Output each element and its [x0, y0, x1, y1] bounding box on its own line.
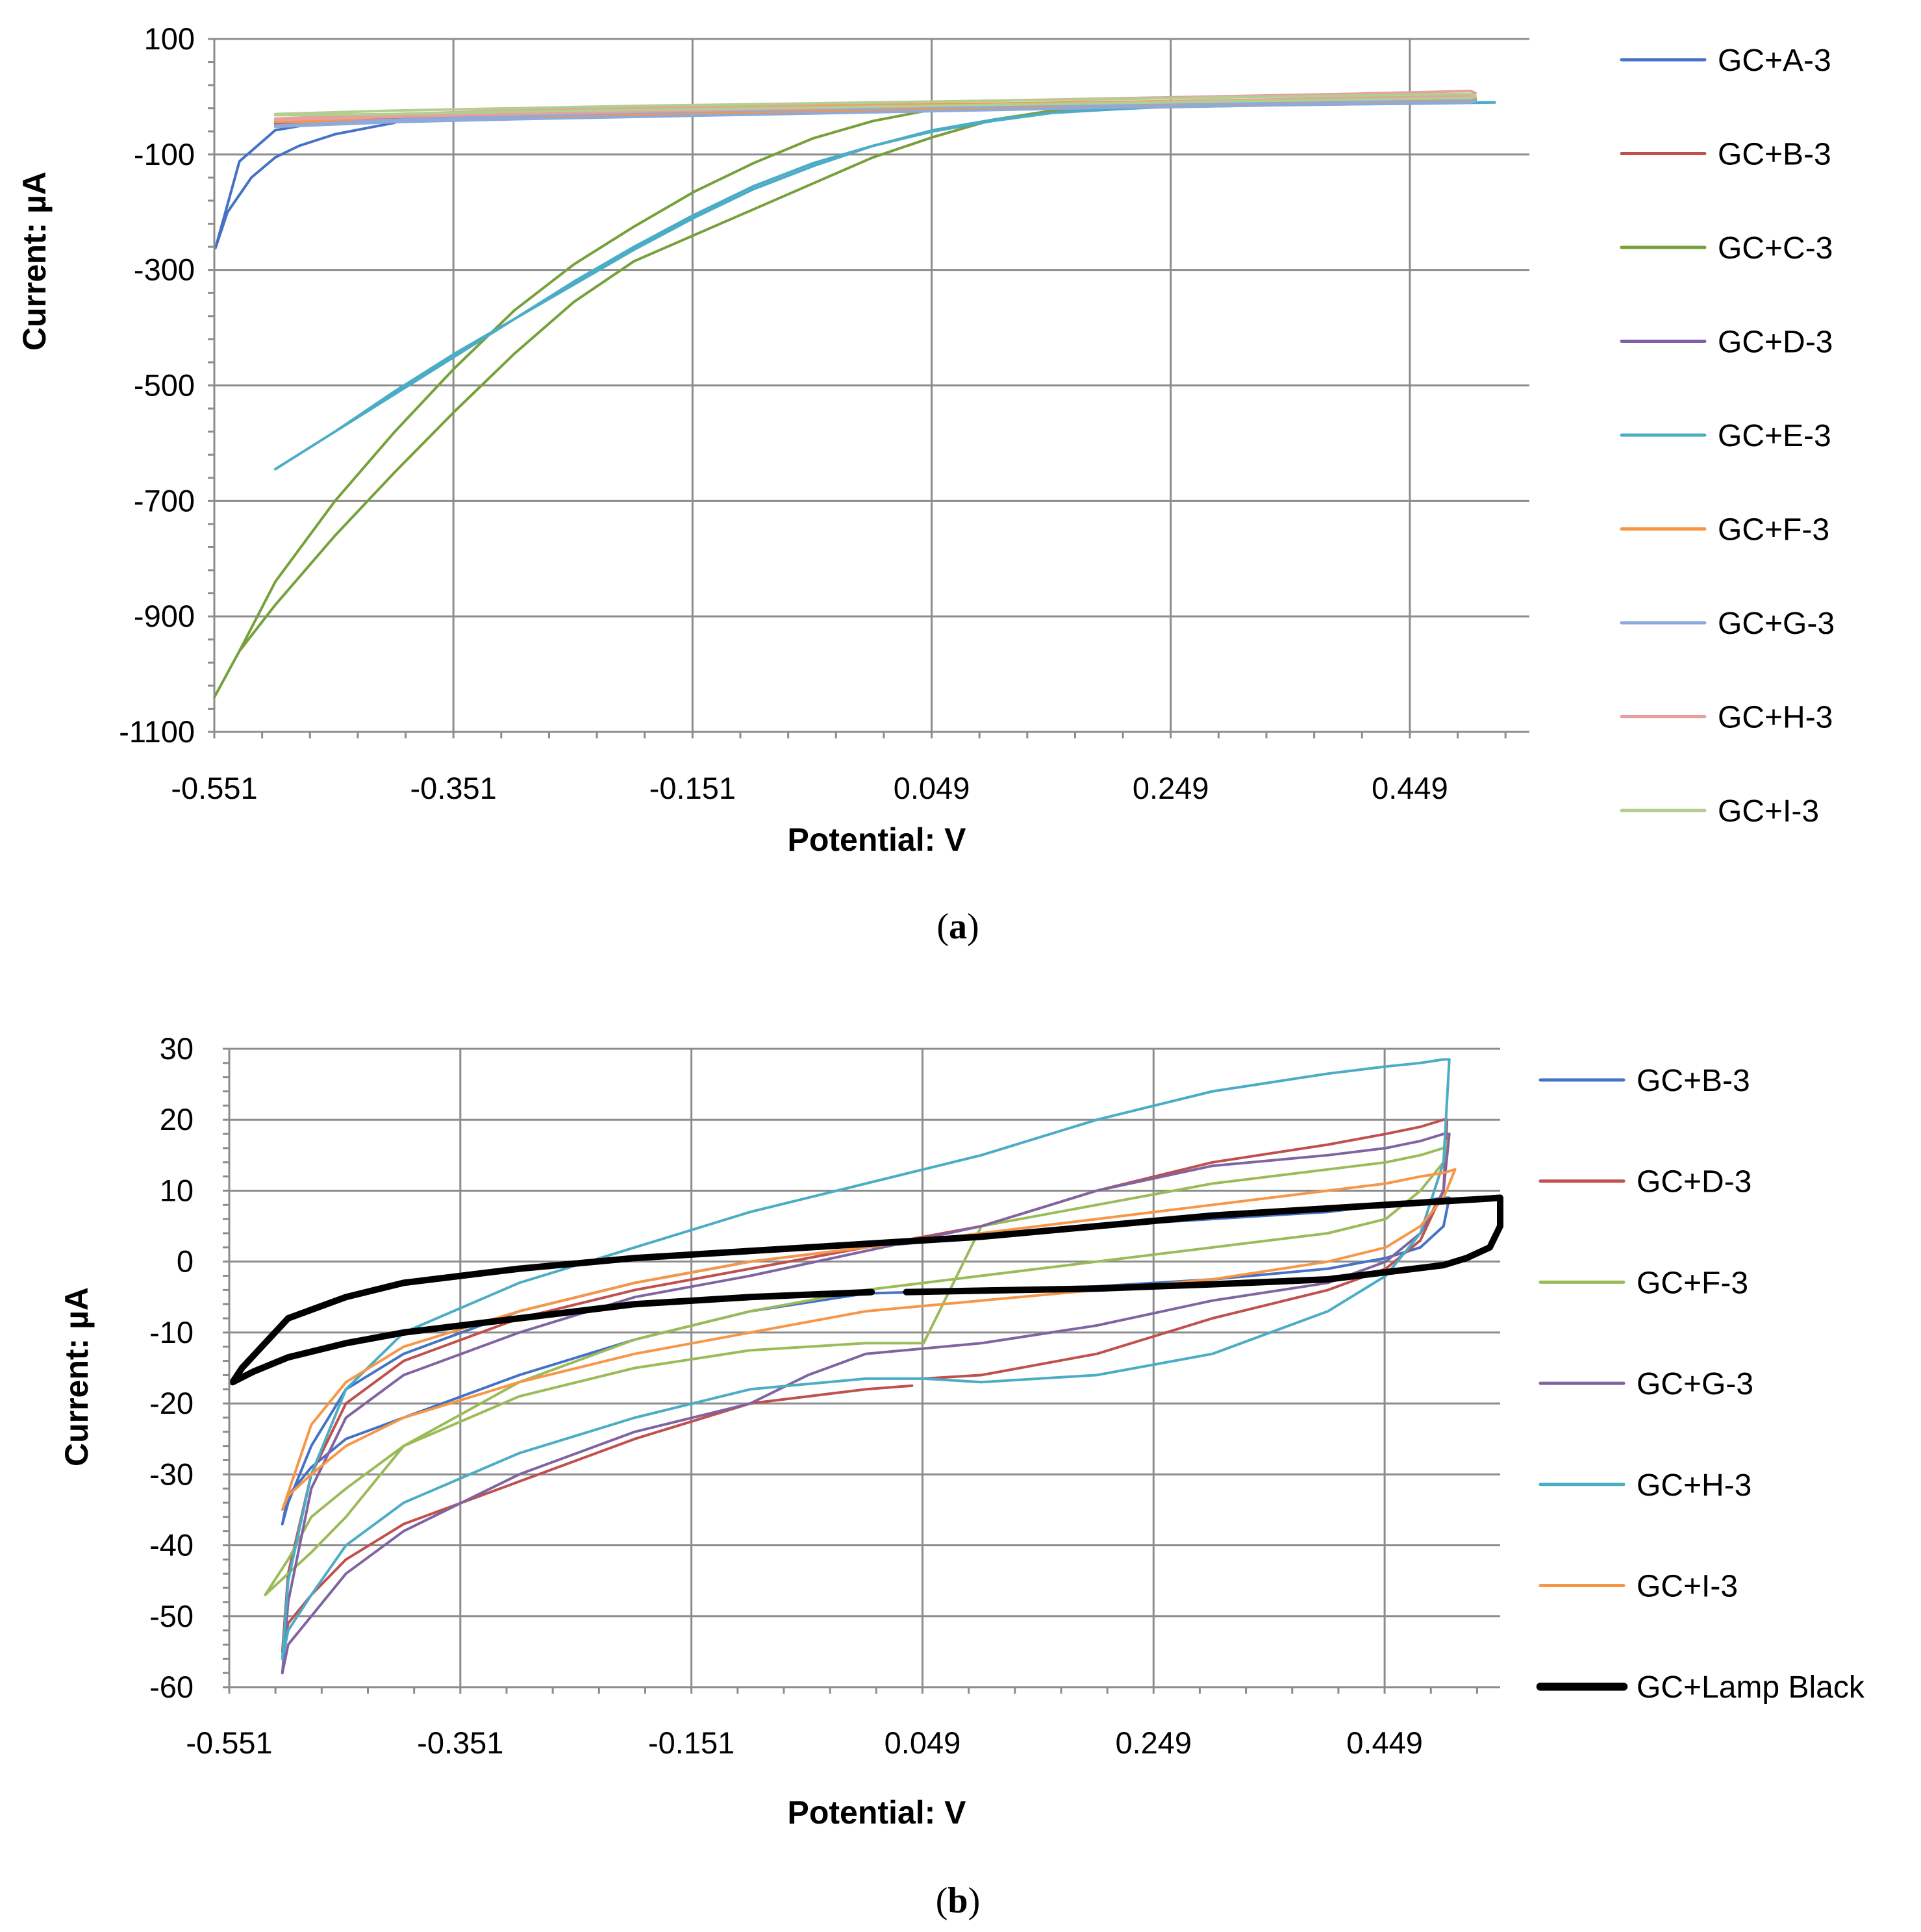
- axes-b: [228, 1049, 1500, 1688]
- y-tick-label: -10: [149, 1315, 194, 1349]
- y-tick-label: -900: [134, 599, 195, 633]
- y-tick-label: -500: [134, 368, 195, 403]
- caption-a-open: (: [936, 907, 949, 947]
- legend-label: GC+D-3: [1637, 1165, 1752, 1199]
- y-tick-label: 0: [177, 1244, 194, 1279]
- x-tick-labels-b: -0.551 -0.351 -0.151 0.049 0.249 0.449: [186, 1725, 1423, 1760]
- y-tick-label: -40: [149, 1528, 194, 1562]
- x-tick-label: -0.351: [417, 1725, 503, 1760]
- legend-label: GC+B-3: [1718, 138, 1831, 172]
- legend-label: GC+C-3: [1718, 231, 1833, 266]
- y-tick-label: -20: [149, 1386, 194, 1420]
- y-tick-label: 100: [144, 21, 195, 56]
- series-line-gc-h-3: [281, 1058, 1451, 1661]
- x-tick-label: -0.351: [410, 771, 497, 805]
- series-line-gc-i-3: [273, 92, 1477, 117]
- caption-b-letter: b: [948, 1881, 968, 1921]
- x-tick-label: -0.151: [648, 1725, 734, 1760]
- legend-label: GC+H-3: [1637, 1468, 1752, 1503]
- y-tick-labels-a: 100 -100 -300 -500 -700 -900 -1100: [119, 21, 195, 749]
- y-tick-label: -100: [134, 137, 195, 171]
- legend-label: GC+G-3: [1637, 1367, 1753, 1401]
- minor-ticks-b: [223, 1048, 1478, 1694]
- caption-a-letter: a: [949, 907, 967, 947]
- y-tick-label: -700: [134, 483, 195, 518]
- series-line-gc-h-3: [273, 90, 1477, 121]
- chart-panel-a: -0.551 -0.351 -0.151 0.049 0.249 0.449 100 -10…: [16, 21, 1835, 858]
- x-tick-label: 0.249: [1115, 1725, 1192, 1760]
- y-tick-label: 20: [160, 1102, 194, 1136]
- minor-ticks-a: [208, 38, 1507, 738]
- legend-label: GC+F-3: [1637, 1266, 1748, 1300]
- series-line-gc-e-3: [273, 101, 1496, 471]
- caption-b-close: ): [968, 1881, 981, 1921]
- series-line-gc-g-3: [281, 1133, 1451, 1675]
- caption-b: (b): [936, 1881, 980, 1921]
- legend-b: GC+B-3 GC+D-3 GC+F-3 GC+G-3 GC+H-3 GC+I-3 GC+L…: [1536, 1064, 1865, 1705]
- grid-b: [228, 1048, 1500, 1688]
- y-tick-label: -60: [149, 1670, 194, 1704]
- x-axis-title-b: Potential: V: [787, 1794, 966, 1831]
- series-line-gc-f-3: [264, 1140, 1449, 1596]
- legend-label: GC+I-3: [1637, 1570, 1738, 1604]
- x-tick-label: -0.151: [649, 771, 736, 805]
- x-tick-label: 0.449: [1372, 771, 1448, 805]
- legend-label: GC+F-3: [1718, 513, 1829, 547]
- plot-lines-a: [213, 90, 1496, 699]
- x-tick-labels-a: -0.551 -0.351 -0.151 0.049 0.249 0.449: [171, 771, 1448, 805]
- x-tick-label: 0.249: [1133, 771, 1209, 805]
- series-line-gc-lamp-black: [229, 1194, 1503, 1386]
- caption-a: (a): [936, 907, 979, 947]
- legend-label: GC+B-3: [1637, 1064, 1750, 1098]
- legend-label: GC+H-3: [1718, 701, 1833, 735]
- y-tick-label: -300: [134, 253, 195, 287]
- axes-a: [213, 39, 1529, 733]
- legend-label: GC+E-3: [1718, 419, 1831, 453]
- y-tick-label: 10: [160, 1173, 194, 1207]
- x-tick-label: 0.049: [894, 771, 970, 805]
- legend-a: GC+A-3 GC+B-3 GC+C-3 GC+D-3 GC+E-3 GC+F-3 GC+G…: [1620, 44, 1835, 829]
- x-tick-label: -0.551: [186, 1725, 272, 1760]
- x-tick-label: -0.551: [171, 771, 257, 805]
- y-axis-title-b: Current: µA: [58, 1287, 95, 1466]
- legend-label: GC+I-3: [1718, 794, 1819, 829]
- grid-a: [213, 38, 1529, 733]
- x-tick-label: 0.049: [885, 1725, 961, 1760]
- legend-label: GC+Lamp Black: [1637, 1670, 1865, 1705]
- plot-lines-b: [229, 1058, 1503, 1675]
- legend-label: GC+A-3: [1718, 44, 1831, 78]
- chart-panel-b: -0.551 -0.351 -0.151 0.049 0.249 0.449 30 20 10…: [58, 1031, 1865, 1831]
- caption-a-close: ): [967, 907, 979, 947]
- y-tick-label: 30: [160, 1031, 194, 1066]
- x-axis-title-a: Potential: V: [787, 822, 966, 858]
- caption-b-open: (: [936, 1881, 948, 1921]
- y-axis-title-a: Current: µA: [16, 171, 53, 351]
- y-tick-label: -30: [149, 1457, 194, 1491]
- y-tick-label: -1100: [119, 714, 195, 749]
- legend-label: GC+G-3: [1718, 607, 1835, 641]
- series-line-gc-d-3: [281, 1118, 1449, 1653]
- x-tick-label: 0.449: [1346, 1725, 1423, 1760]
- series-line-gc-c-3: [213, 99, 1461, 699]
- y-tick-labels-b: 30 20 10 0 -10 -20 -30 -40 -50 -60: [149, 1031, 194, 1704]
- y-tick-label: -50: [149, 1599, 194, 1633]
- legend-label: GC+D-3: [1718, 325, 1833, 360]
